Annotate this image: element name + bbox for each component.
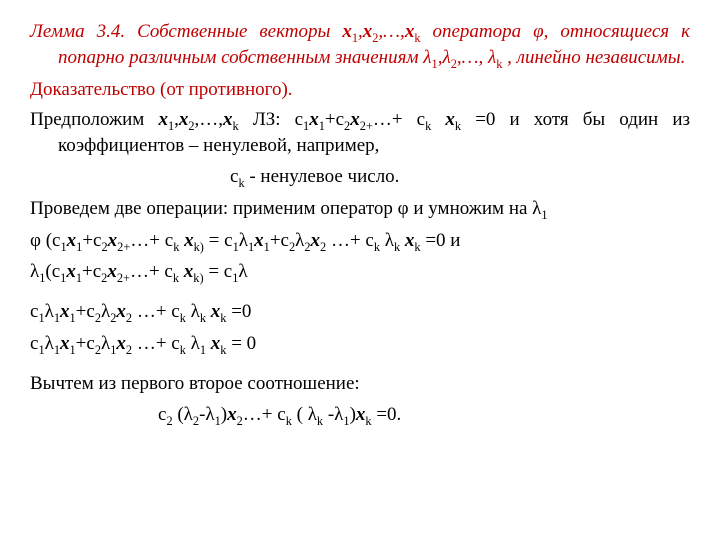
eq-line-1: c1λ1x1+c2λ2x2 …+ ck λk xk =0 [30,300,690,326]
lemma-statement: Лемма 3.4. Собственные векторы x1,x2,…,x… [30,20,690,72]
subtract-paragraph: Вычтем из первого второе соотношение: [30,372,690,397]
multiply-lambda-line: λ1(c1x1+c2x2+…+ ck xk) = c1λ [30,260,690,286]
proof-heading: Доказательство (от противного). [30,78,690,103]
assume-paragraph: Предположим x1,x2,…,xk ЛЗ: c1x1+c2x2+…+ … [30,108,690,159]
two-operations: Проведем две операции: применим оператор… [30,197,690,223]
ck-nonzero: ck - ненулевое число. [30,165,690,191]
eq-line-2: c1λ1x1+c2λ1x2 …+ ck λ1 xk = 0 [30,332,690,358]
lemma-number: Лемма 3.4. [30,21,125,42]
apply-phi-line: φ (c1x1+c2x2+…+ ck xk) = c1λ1x1+c2λ2x2 …… [30,229,690,255]
result-line: c2 (λ2-λ1)x2…+ ck ( λk -λ1)xk =0. [30,403,690,429]
